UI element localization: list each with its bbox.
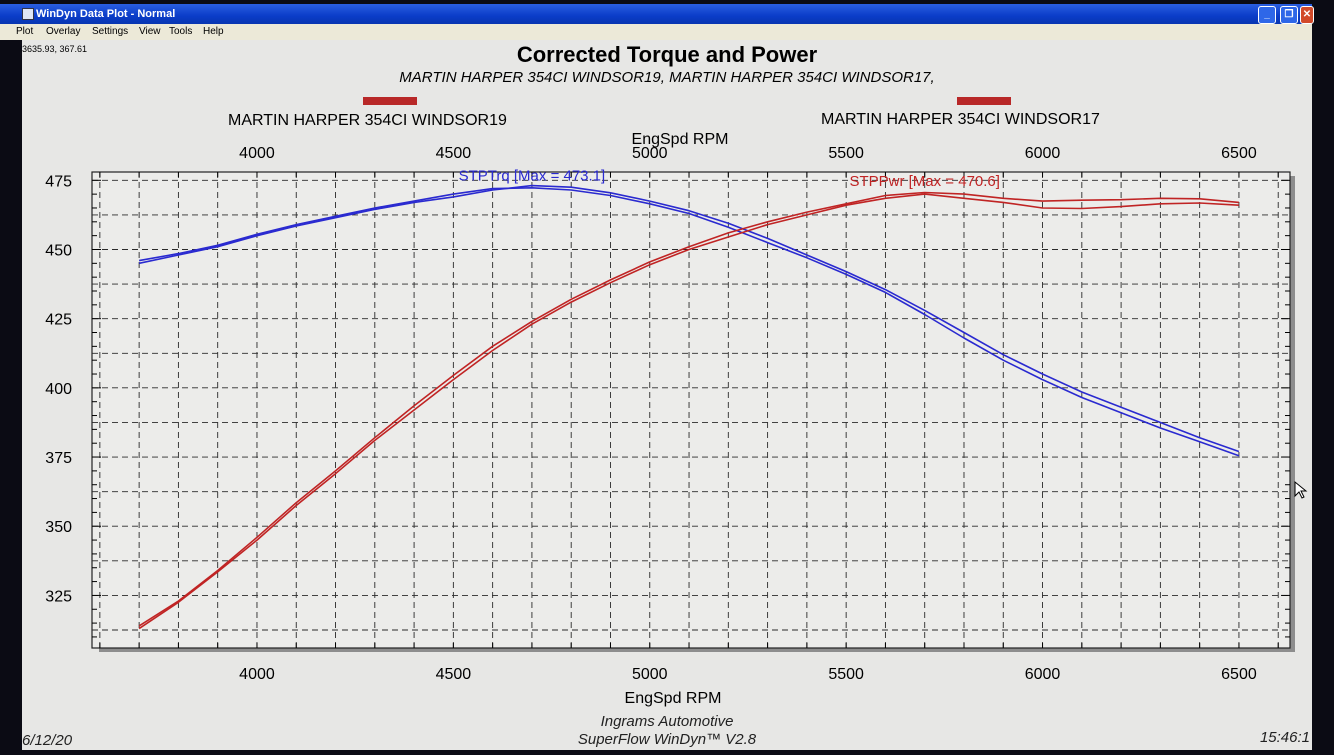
menu-settings[interactable]: Settings [92,26,129,37]
window-title: WinDyn Data Plot - Normal [36,8,176,20]
x-tick-label-bottom: 4000 [239,666,275,683]
y-tick-label: 375 [45,450,72,467]
x-axis-label-bottom: EngSpd RPM [625,690,722,707]
axis-ticks: 4000 4000 4500 4500 5000 5000 5500 5500 6000 6000… [45,145,1290,683]
x-tick-label-top: 6000 [1025,145,1061,162]
series-group [138,184,1240,630]
minimize-button[interactable]: _ [1258,6,1276,24]
x-tick-label-top: 6500 [1221,145,1257,162]
y-tick-label: 425 [45,312,72,329]
x-tick-label-top: 4500 [436,145,472,162]
menu-tools[interactable]: Tools [169,26,193,37]
y-tick-label: 325 [45,588,72,605]
menu-bar: Plot Overlay Settings View Tools Help [0,24,1312,40]
annotation-group: STPTrq [Max = 473.1] STPPwr [Max = 470.6] [459,167,1000,190]
menu-view[interactable]: View [139,26,161,37]
menu-plot[interactable]: Plot [16,26,34,37]
x-tick-label-bottom: 5500 [828,666,864,683]
power-max-annotation: STPPwr [Max = 470.6] [849,173,999,190]
dyno-chart[interactable]: 3635.93, 367.61 Corrected Torque and Pow… [22,40,1312,750]
power-line-run2 [138,193,1239,630]
restore-button[interactable]: ❐ [1280,6,1298,24]
footer-software: SuperFlow WinDyn™ V2.8 [578,731,757,748]
cursor-readout: 3635.93, 367.61 [22,44,87,54]
x-tick-label-top: 5500 [828,145,864,162]
x-tick-label-top: 4000 [239,145,275,162]
y-tick-label: 450 [45,242,72,259]
app-icon [22,8,34,20]
legend-swatch-windsor17 [957,97,1011,105]
torque-max-annotation: STPTrq [Max = 473.1] [459,167,606,184]
footer-time: 15:46:1 [1260,729,1310,746]
window-titlebar: WinDyn Data Plot - Normal _ ❐ ✕ [0,4,1314,24]
mouse-cursor-icon [1294,480,1308,499]
menu-help[interactable]: Help [203,26,224,37]
legend-swatch-windsor19 [363,97,417,105]
y-tick-label: 350 [45,519,72,536]
close-button[interactable]: ✕ [1300,6,1314,24]
x-tick-label-bottom: 4500 [436,666,472,683]
chart-subtitle: MARTIN HARPER 354CI WINDSOR19, MARTIN HA… [399,69,934,86]
x-tick-label-bottom: 6500 [1221,666,1257,683]
x-axis-label-top: EngSpd RPM [632,131,729,148]
x-tick-label-top: 5000 [632,145,668,162]
y-tick-label: 475 [45,173,72,190]
legend-label-windsor19: MARTIN HARPER 354CI WINDSOR19 [228,112,507,129]
x-tick-label-bottom: 6000 [1025,666,1061,683]
torque-line-run1 [138,187,1240,457]
footer-date: 6/12/20 [22,732,73,749]
y-tick-label: 400 [45,381,72,398]
power-line-run1 [138,191,1239,627]
menu-overlay[interactable]: Overlay [46,26,81,37]
plot-area[interactable]: 3635.93, 367.61 Corrected Torque and Pow… [22,40,1312,750]
torque-line-run2 [138,184,1240,453]
legend-label-windsor17: MARTIN HARPER 354CI WINDSOR17 [821,111,1100,128]
plot-frame [91,171,1291,649]
chart-title: Corrected Torque and Power [517,42,818,67]
x-tick-label-bottom: 5000 [632,666,668,683]
footer-company: Ingrams Automotive [601,713,734,730]
